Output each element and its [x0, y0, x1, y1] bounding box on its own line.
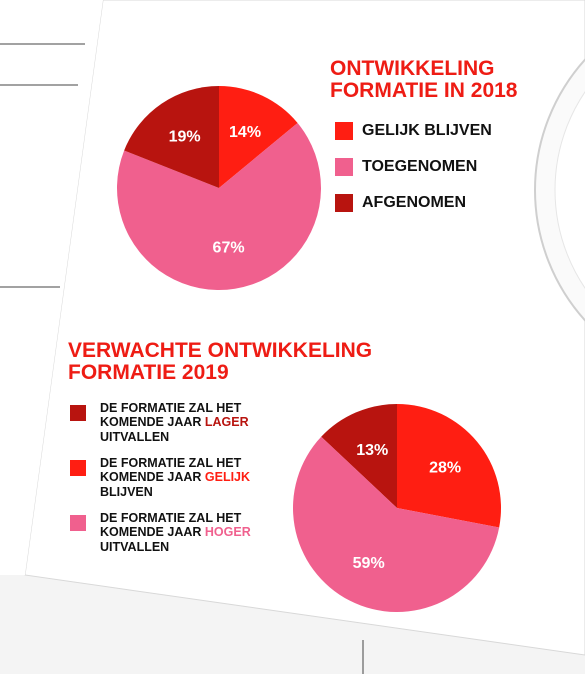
data-label: 59%	[353, 555, 385, 572]
pie-slice	[397, 404, 501, 528]
chart-title: ONTWIKKELING FORMATIE IN 2018	[330, 57, 518, 103]
pie-slice	[219, 86, 298, 188]
data-label: 28%	[429, 459, 461, 476]
pie-slice	[124, 86, 219, 188]
legend-label: DE FORMATIE ZAL HET KOMENDE JAAR GELIJK …	[100, 456, 251, 499]
legend-label: AFGENOMEN	[362, 194, 466, 211]
legend-swatch	[335, 122, 353, 140]
data-label: 19%	[169, 129, 201, 146]
chart-title: VERWACHTE ONTWIKKELING FORMATIE 2019	[68, 339, 373, 385]
data-label: 14%	[229, 124, 261, 141]
pie-slice	[116, 122, 321, 291]
legend-label: GELIJK BLIJVEN	[362, 122, 492, 139]
legend-label: DE FORMATIE ZAL HET KOMENDE JAAR LAGER U…	[100, 401, 249, 444]
legend-swatch	[70, 515, 86, 531]
legend-swatch	[335, 158, 353, 176]
legend-label: DE FORMATIE ZAL HET KOMENDE JAAR HOGER U…	[100, 511, 251, 554]
legend-swatch	[335, 194, 353, 212]
plate-inner	[554, 91, 585, 289]
legend-swatch	[70, 405, 86, 421]
pie-slice	[292, 436, 500, 612]
data-label: 67%	[213, 240, 245, 257]
legend-swatch	[70, 460, 86, 476]
pie-slice	[321, 404, 397, 508]
legend-label: TOEGENOMEN	[362, 158, 478, 175]
pies: 14% 67% 19% 13% 28% 59%	[116, 86, 501, 612]
data-label: 13%	[356, 442, 388, 459]
